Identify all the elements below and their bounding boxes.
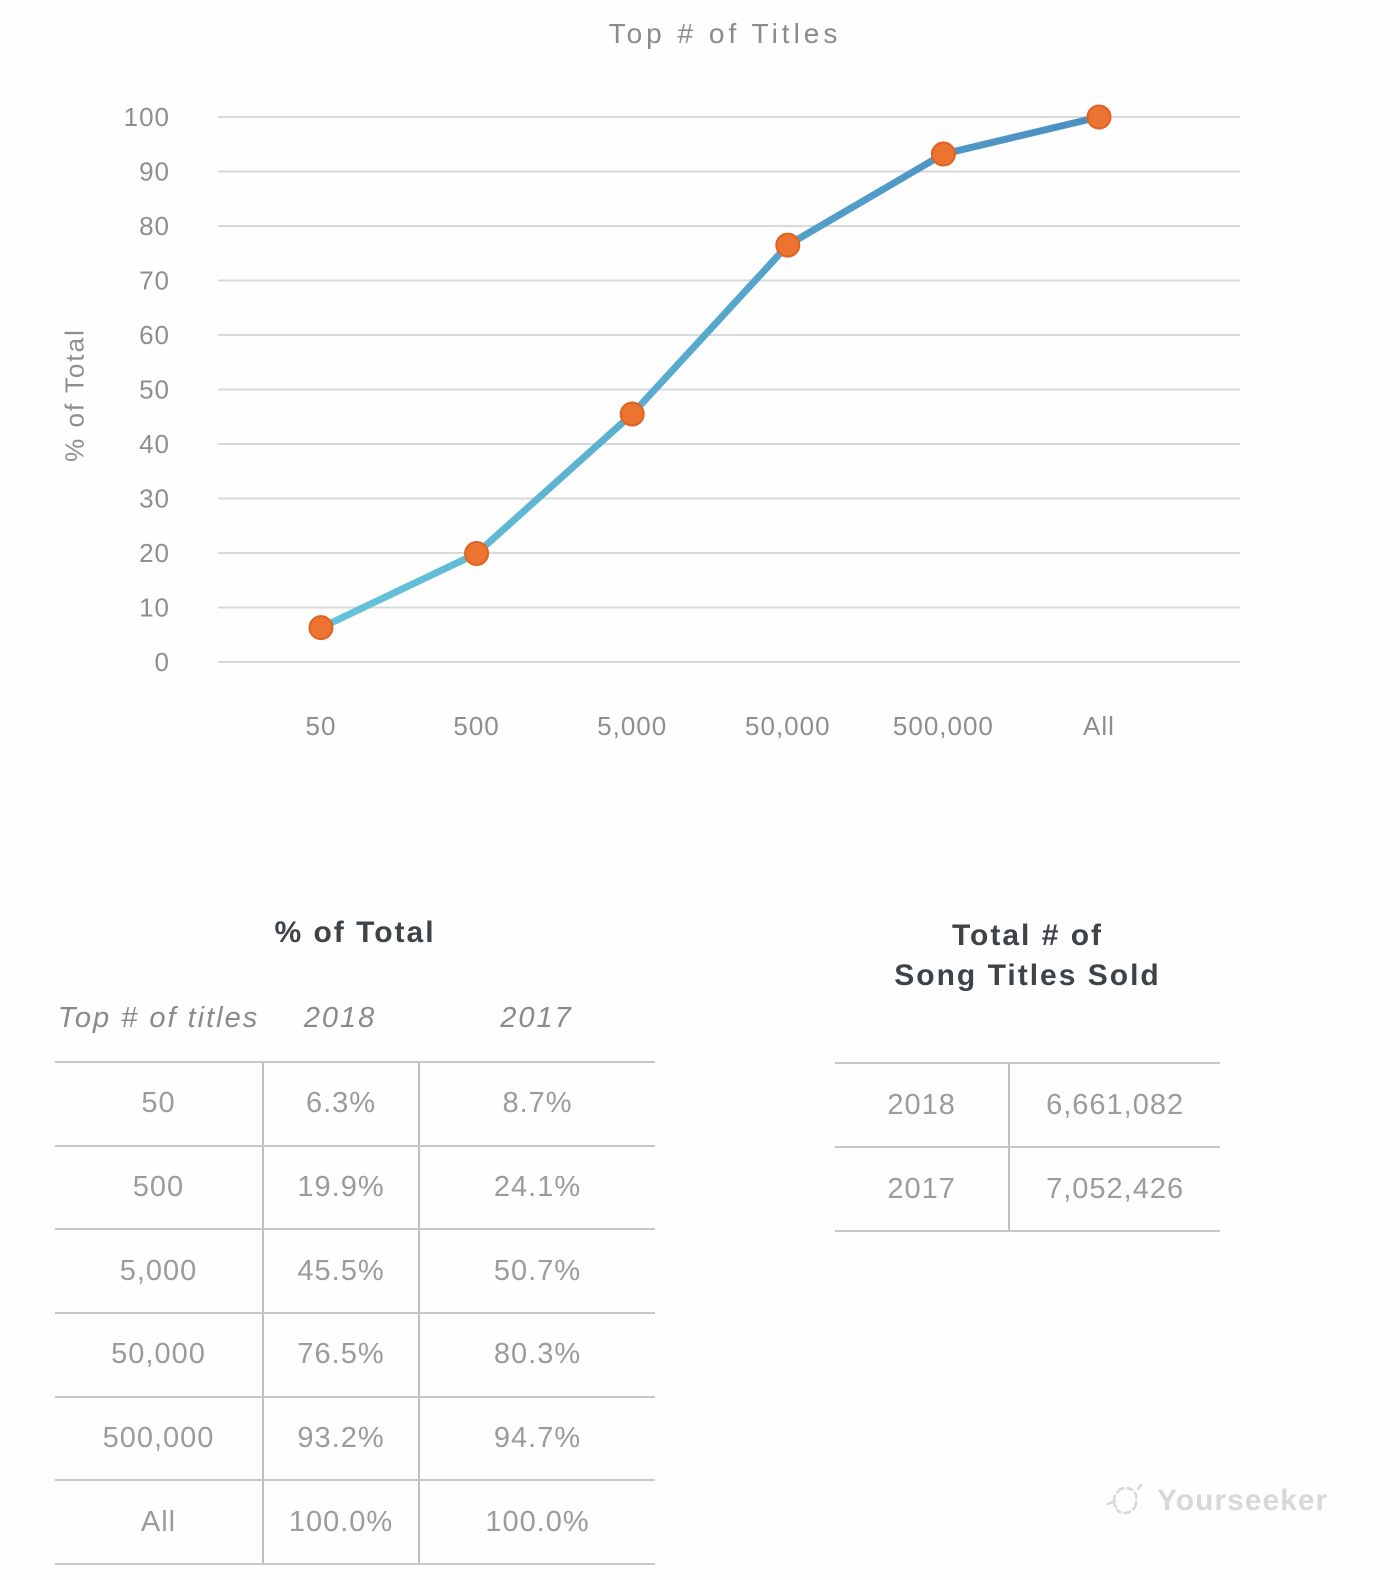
x-tick-label: 5,000 bbox=[597, 711, 667, 741]
pct-table-header-2017: 2017 bbox=[500, 1002, 573, 1034]
totals-table-title: Total # of Song Titles Sold bbox=[835, 916, 1220, 996]
pct-table-row: 50,000 76.5% 80.3% bbox=[55, 1314, 655, 1398]
y-tick-label: 10 bbox=[139, 593, 170, 623]
totals-title-line2: Song Titles Sold bbox=[894, 959, 1161, 992]
data-line-2018 bbox=[317, 113, 1103, 632]
x-tick-label: 500 bbox=[453, 711, 499, 741]
pct-table-cell: 100.0% bbox=[418, 1481, 655, 1564]
pct-table-cell: 500,000 bbox=[102, 1422, 215, 1455]
pct-table-cell: 500 bbox=[132, 1171, 185, 1204]
totals-table: 2018 6,661,082 2017 7,052,426 bbox=[835, 1062, 1220, 1232]
x-tick-labels: 50 500 5,000 50,000 500,000 All bbox=[306, 711, 1115, 741]
pct-table-title: % of Total bbox=[274, 916, 436, 949]
totals-table-cell: 6,661,082 bbox=[1008, 1064, 1220, 1146]
pct-table-cell: 93.2% bbox=[262, 1397, 418, 1480]
gridlines bbox=[218, 116, 1240, 663]
pct-table-cell: 50,000 bbox=[111, 1338, 206, 1371]
pct-table-cell: 5,000 bbox=[119, 1254, 198, 1287]
pct-table-cell: 50.7% bbox=[418, 1230, 655, 1313]
totals-table-row: 2017 7,052,426 bbox=[835, 1148, 1220, 1232]
y-tick-label: 80 bbox=[139, 211, 170, 241]
totals-table-row: 2018 6,661,082 bbox=[835, 1064, 1220, 1148]
pct-table-row: 500,000 93.2% 94.7% bbox=[55, 1397, 655, 1482]
pct-table-cell: 24.1% bbox=[418, 1146, 655, 1229]
totals-title-line1: Total # of bbox=[951, 919, 1104, 952]
pct-table-cell: 100.0% bbox=[262, 1481, 418, 1564]
pct-table-cell: 94.7% bbox=[418, 1397, 655, 1480]
x-tick-label: 50 bbox=[306, 711, 337, 741]
totals-table-cell: 2017 bbox=[887, 1172, 956, 1205]
data-points bbox=[308, 104, 1112, 641]
pct-table-cell: 50 bbox=[141, 1087, 176, 1120]
chart-title: Top # of Titles bbox=[608, 18, 842, 49]
yourseeker-logo-icon bbox=[1106, 1483, 1143, 1515]
pct-table-header-row: Top # of titles 2018 2017 bbox=[55, 1002, 655, 1035]
totals-table-cell: 7,052,426 bbox=[1008, 1148, 1220, 1230]
pct-table-cell: 45.5% bbox=[262, 1230, 418, 1313]
pct-table-cell: 6.3% bbox=[262, 1063, 418, 1145]
data-point bbox=[619, 401, 645, 427]
y-tick-label: 60 bbox=[139, 320, 170, 350]
data-point bbox=[1086, 104, 1112, 130]
y-tick-label: 70 bbox=[139, 266, 170, 296]
y-tick-label: 0 bbox=[155, 647, 170, 677]
y-tick-label: 90 bbox=[139, 157, 170, 187]
data-point bbox=[775, 232, 801, 258]
x-tick-label: 50,000 bbox=[745, 711, 831, 741]
watermark-label: Yourseeker bbox=[1157, 1484, 1329, 1517]
y-tick-label: 50 bbox=[139, 375, 170, 405]
pct-table-row: 50 6.3% 8.7% bbox=[55, 1063, 655, 1147]
y-tick-label: 20 bbox=[139, 538, 170, 568]
pct-table-cell: All bbox=[140, 1505, 177, 1538]
pct-table-row: 500 19.9% 24.1% bbox=[55, 1146, 655, 1231]
pct-table: 50 6.3% 8.7% 500 19.9% 24.1% 5,000 45.5% 50.7% 50… bbox=[55, 1061, 655, 1566]
pct-table-header-2018: 2018 bbox=[303, 1002, 377, 1034]
pct-table-cell: 76.5% bbox=[262, 1314, 418, 1396]
pct-table-cell: 8.7% bbox=[418, 1063, 655, 1145]
pct-table-cell: 80.3% bbox=[418, 1314, 655, 1396]
data-point bbox=[464, 541, 490, 567]
x-tick-label: All bbox=[1083, 711, 1115, 741]
y-tick-labels: 0 10 20 30 40 50 60 70 80 90 100 bbox=[124, 102, 170, 677]
pct-table-row: 5,000 45.5% 50.7% bbox=[55, 1230, 655, 1315]
y-tick-label: 100 bbox=[124, 102, 170, 132]
pct-table-cell: 19.9% bbox=[262, 1146, 418, 1229]
y-tick-label: 40 bbox=[139, 429, 170, 459]
totals-table-cell: 2018 bbox=[887, 1088, 956, 1121]
pct-table-row: All 100.0% 100.0% bbox=[55, 1481, 655, 1566]
data-point bbox=[930, 141, 956, 167]
watermark: Yourseeker bbox=[1105, 1480, 1328, 1522]
x-tick-label: 500,000 bbox=[893, 711, 994, 741]
y-tick-label: 30 bbox=[139, 484, 170, 514]
pct-table-header-titles: Top # of titles bbox=[57, 1002, 260, 1034]
data-point bbox=[308, 615, 334, 641]
